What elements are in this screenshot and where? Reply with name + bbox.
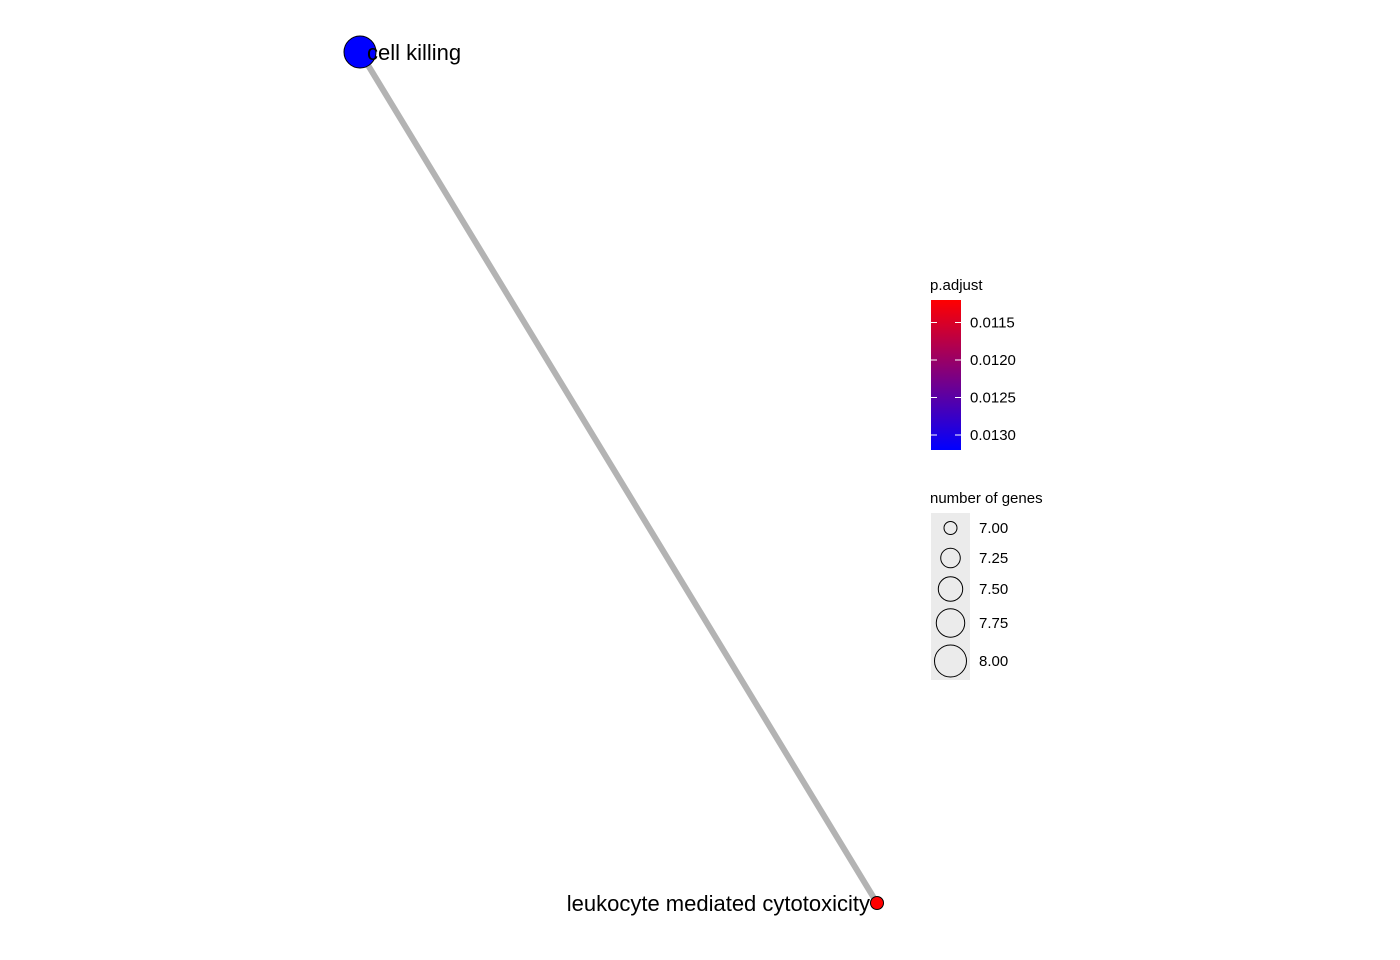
node-label-leukocyte-mediated-cytotoxicity: leukocyte mediated cytotoxicity <box>567 891 870 916</box>
colorbar-tick-label: 0.0115 <box>970 315 1015 332</box>
edges-layer <box>357 50 880 905</box>
node-leukocyte-mediated-cytotoxicity[interactable] <box>870 896 884 910</box>
size-keys: 7.00 7.25 7.50 7.75 8.00 <box>934 520 1008 678</box>
size-legend-title: number of genes <box>930 490 1043 507</box>
size-key-label: 7.25 <box>979 550 1008 567</box>
size-key-label: 8.00 <box>979 653 1008 670</box>
size-key-circle <box>937 576 964 602</box>
size-legend-key-background <box>931 513 970 680</box>
node-cell-killing[interactable] <box>343 35 377 69</box>
color-legend-title: p.adjust <box>930 277 983 294</box>
colorbar-tick-label: 0.0125 <box>970 390 1016 407</box>
colorbar-tick-label: 0.0130 <box>970 427 1016 444</box>
edge-cell-killing-leukocyte-mediated-cytotoxicity <box>357 50 880 905</box>
node-label-cell-killing: cell killing <box>367 40 461 65</box>
nodes-layer: cell killing leukocyte mediated cytotoxic… <box>343 35 884 916</box>
size-key-circle <box>943 521 958 535</box>
colorbar-tick-label: 0.0120 <box>970 352 1016 369</box>
size-key-circle <box>940 547 961 569</box>
colorbar <box>931 300 961 450</box>
size-key-circle <box>934 644 967 678</box>
size-key-label: 7.50 <box>979 581 1008 598</box>
size-key-circle <box>935 608 966 638</box>
size-legend: number of genes 7.00 7.25 7.50 7.75 8.00 <box>930 490 1043 680</box>
size-key-label: 7.00 <box>979 520 1008 537</box>
size-key-label: 7.75 <box>979 615 1008 632</box>
colorbar-ticks: 0.0115 0.0120 0.0125 0.0130 <box>931 315 1016 444</box>
color-legend: p.adjust 0.0115 0.0120 0.0125 0.0130 <box>930 277 1016 450</box>
